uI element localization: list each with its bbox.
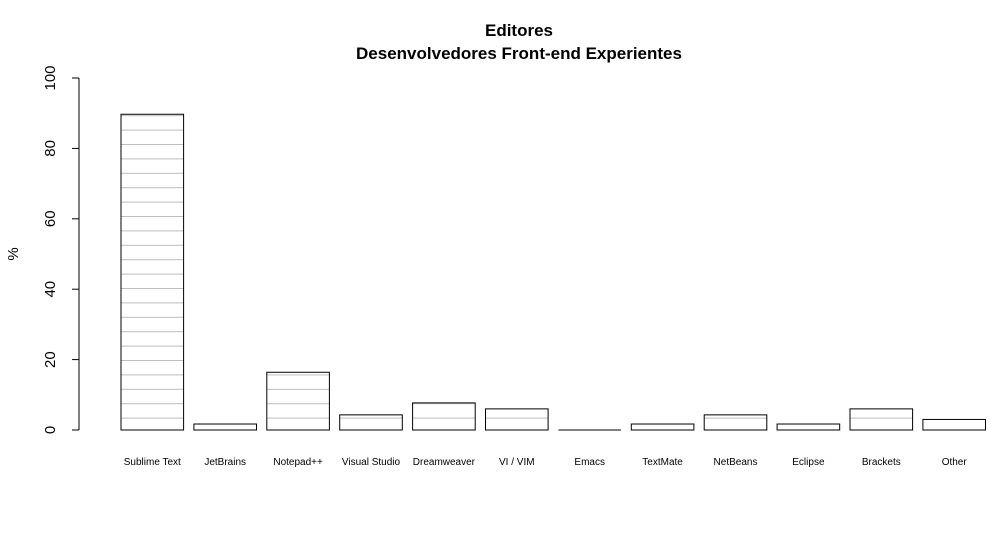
bar [776, 423, 841, 431]
bars-group [120, 113, 987, 431]
bar [339, 414, 403, 431]
y-tick-label: 40 [42, 281, 59, 298]
bar [266, 371, 330, 431]
x-tick-label: VI / VIM [499, 457, 535, 468]
x-tick-label: Brackets [862, 457, 901, 468]
chart-title: Editores [485, 21, 553, 40]
bar [412, 402, 476, 431]
y-axis: 0 20 40 60 80 100 [42, 65, 80, 434]
x-tick-labels: Sublime Text JetBrains Notepad++ Visual Stu… [124, 457, 968, 468]
y-axis-label: % [5, 247, 22, 260]
bar [922, 418, 987, 431]
y-tick-label: 20 [42, 351, 59, 368]
bar [849, 408, 914, 431]
x-tick-label: Other [942, 457, 968, 468]
bar [193, 423, 257, 431]
x-tick-label: Sublime Text [124, 457, 181, 468]
bar [703, 414, 768, 431]
y-tick-label: 100 [42, 65, 59, 90]
bar [630, 423, 695, 431]
x-tick-label: TextMate [642, 457, 683, 468]
x-tick-label: Emacs [574, 457, 605, 468]
y-tick-label: 80 [42, 140, 59, 157]
x-tick-label: Notepad++ [273, 457, 323, 468]
x-tick-label: Visual Studio [342, 457, 401, 468]
y-tick-label: 0 [42, 426, 59, 434]
bar [120, 113, 185, 431]
x-tick-label: JetBrains [204, 457, 246, 468]
x-tick-label: Eclipse [792, 457, 825, 468]
bar [485, 408, 549, 431]
x-tick-label: NetBeans [714, 457, 758, 468]
chart-subtitle: Desenvolvedores Front-end Experientes [356, 44, 682, 63]
y-tick-label: 60 [42, 210, 59, 227]
x-tick-label: Dreamweaver [413, 457, 476, 468]
